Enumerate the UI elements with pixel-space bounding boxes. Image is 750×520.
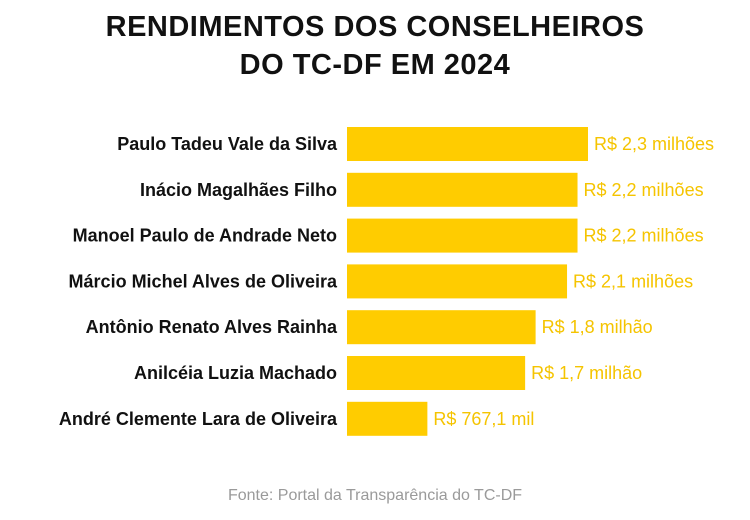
chart-title-line-1: RENDIMENTOS DOS CONSELHEIROS [105,11,645,43]
source-note: Fonte: Portal da Transparência do TC-DF [227,487,523,504]
value-label: R$ 1,7 milhão [531,363,642,383]
bar [347,127,588,161]
category-label: Inácio Magalhães Filho [140,180,337,200]
value-label: R$ 2,2 milhões [584,226,704,246]
chart-title-line-2: DO TC-DF EM 2024 [239,49,511,81]
bar [347,401,428,436]
bar [347,218,578,253]
category-label: Márcio Michel Alves de Oliveira [69,271,338,291]
bar [347,264,568,299]
value-label: R$ 767,1 mil [433,409,534,429]
category-label: Manoel Paulo de Andrade Neto [73,226,337,246]
value-label: R$ 2,2 milhões [584,180,704,200]
category-label: André Clemente Lara de Oliveira [59,409,338,429]
category-label: Paulo Tadeu Vale da Silva [117,134,338,154]
value-label: R$ 2,3 milhões [594,134,714,154]
bar [347,310,536,345]
category-label: Anilcéia Luzia Machado [134,363,337,383]
bar [347,172,578,207]
chart-title: RENDIMENTOS DOS CONSELHEIROS DO TC-DF EM… [0,8,750,84]
value-label: R$ 2,1 milhões [573,271,693,291]
bar [347,356,526,390]
value-label: R$ 1,8 milhão [542,317,653,337]
category-label: Antônio Renato Alves Rainha [86,317,338,337]
